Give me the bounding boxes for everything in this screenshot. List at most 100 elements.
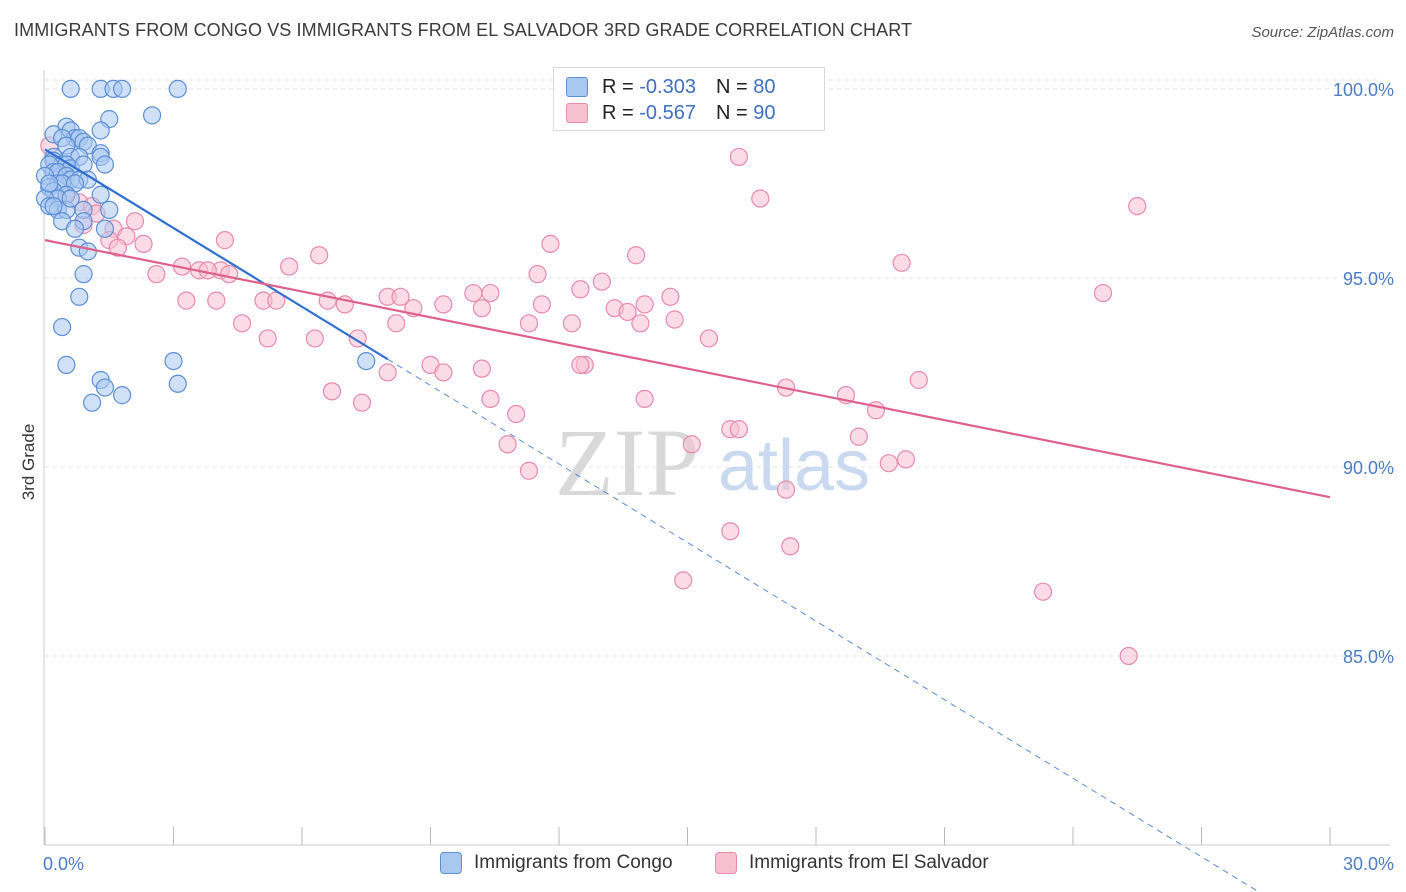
el-salvador-point: [310, 246, 329, 265]
el-salvador-point: [849, 427, 868, 446]
x-tick-labels: 0.0% 30.0%: [43, 854, 1394, 874]
el-salvador-point: [1033, 582, 1053, 601]
congo-point: [357, 351, 376, 371]
legend-label-el-salvador: Immigrants from El Salvador: [749, 852, 989, 873]
congo-point: [164, 351, 183, 371]
gridlines: [45, 79, 1380, 657]
el-salvador-point: [207, 291, 226, 310]
el-salvador-point: [220, 265, 239, 284]
y-tick-label: 85.0%: [1343, 647, 1394, 667]
congo-point: [142, 106, 162, 125]
congo-point: [61, 189, 80, 208]
legend-label-congo: Immigrants from Congo: [474, 852, 673, 873]
el-salvador-trend-line: [44, 239, 1331, 499]
el-salvador-point: [896, 450, 916, 469]
legend-swatch-congo: [440, 852, 462, 874]
congo-point: [168, 79, 187, 99]
el-salvador-point: [729, 420, 749, 439]
congo-point: [78, 242, 97, 261]
el-salvador-point: [532, 295, 551, 314]
axes: [43, 70, 1390, 846]
el-salvador-point: [665, 310, 684, 329]
el-salvador-point: [1128, 196, 1147, 216]
congo-point: [65, 219, 85, 238]
legend-item-el-salvador[interactable]: Immigrants from El Salvador: [715, 852, 989, 874]
el-salvador-point: [472, 299, 491, 318]
el-salvador-point: [626, 246, 646, 265]
watermark-zip: ZIP: [555, 409, 699, 516]
el-salvador-point: [592, 272, 611, 291]
el-salvador-point: [387, 314, 406, 333]
el-salvador-point: [391, 287, 410, 306]
y-tick-label: 90.0%: [1343, 458, 1394, 478]
legend-r-value-el-salvador: -0.567: [639, 101, 696, 124]
congo-point: [168, 374, 187, 393]
el-salvador-point: [1093, 283, 1113, 303]
el-salvador-point: [541, 234, 560, 254]
congo-point: [91, 185, 110, 204]
el-salvador-point: [661, 287, 680, 306]
el-salvador-point: [571, 355, 590, 374]
congo-point: [95, 378, 115, 397]
el-salvador-point: [464, 283, 483, 303]
x-tick-label: 30.0%: [1343, 854, 1394, 874]
el-salvador-point: [729, 147, 749, 167]
el-salvador-point: [280, 257, 299, 276]
x-tick-label: 0.0%: [43, 854, 84, 874]
el-salvador-point: [177, 291, 196, 310]
congo-point: [44, 196, 63, 216]
el-salvador-point: [352, 393, 372, 412]
el-salvador-point: [879, 454, 898, 473]
el-salvador-point: [258, 329, 277, 348]
el-salvador-point: [528, 265, 547, 284]
el-salvador-point: [562, 314, 581, 333]
congo-point: [100, 200, 119, 219]
legend-row-el-salvador: R = -0.567 N = 90: [566, 100, 775, 126]
el-salvador-point: [776, 480, 796, 499]
el-salvador-point: [481, 283, 500, 303]
el-salvador-point: [682, 435, 701, 454]
el-salvador-point: [618, 302, 637, 322]
el-salvador-point: [1119, 646, 1138, 666]
congo-point: [91, 121, 110, 140]
legend-n-label: N =: [715, 101, 748, 124]
legend-n-value-congo: 80: [753, 75, 776, 98]
congo-point: [40, 174, 59, 193]
trend-lines: [44, 148, 1331, 892]
el-salvador-point: [134, 234, 153, 254]
el-salvador-point: [635, 295, 654, 314]
congo-point: [95, 155, 115, 174]
legend-swatch-congo: [566, 77, 588, 97]
el-salvador-point: [909, 370, 928, 390]
el-salvador-point: [498, 435, 517, 454]
y-axis-label: 3rd Grade: [19, 424, 38, 501]
el-salvador-point: [378, 363, 397, 382]
el-salvador-point: [507, 404, 526, 424]
el-salvador-point: [721, 522, 740, 541]
congo-point: [70, 287, 89, 306]
el-salvador-point: [305, 329, 324, 348]
source-attribution: Source: ZipAtlas.com: [1251, 24, 1394, 41]
legend-n-value-el-salvador: 90: [753, 101, 776, 124]
series-legend: Immigrants from Congo Immigrants from El…: [0, 852, 1406, 878]
legend-r-label: R =: [602, 75, 634, 98]
el-salvador-point: [472, 359, 491, 378]
el-salvador-point: [519, 461, 539, 480]
legend-swatch-el-salvador: [566, 103, 588, 123]
el-salvador-point: [434, 295, 453, 314]
congo-point: [74, 265, 93, 284]
el-salvador-point: [108, 238, 127, 257]
y-tick-label: 95.0%: [1343, 269, 1394, 289]
el-salvador-point: [631, 314, 650, 333]
el-salvador-point: [232, 314, 252, 333]
el-salvador-point: [198, 261, 217, 280]
legend-item-congo[interactable]: Immigrants from Congo: [440, 852, 673, 874]
stats-legend: R = -0.303 N = 80 R = -0.567 N = 90: [553, 67, 825, 131]
el-salvador-point: [892, 253, 911, 272]
el-salvador-point: [751, 189, 770, 208]
y-tick-labels: 85.0% 90.0% 95.0% 100.0%: [1333, 80, 1394, 667]
el-salvador-point: [147, 265, 166, 284]
el-salvador-point: [434, 363, 453, 382]
el-salvador-point: [481, 389, 500, 409]
